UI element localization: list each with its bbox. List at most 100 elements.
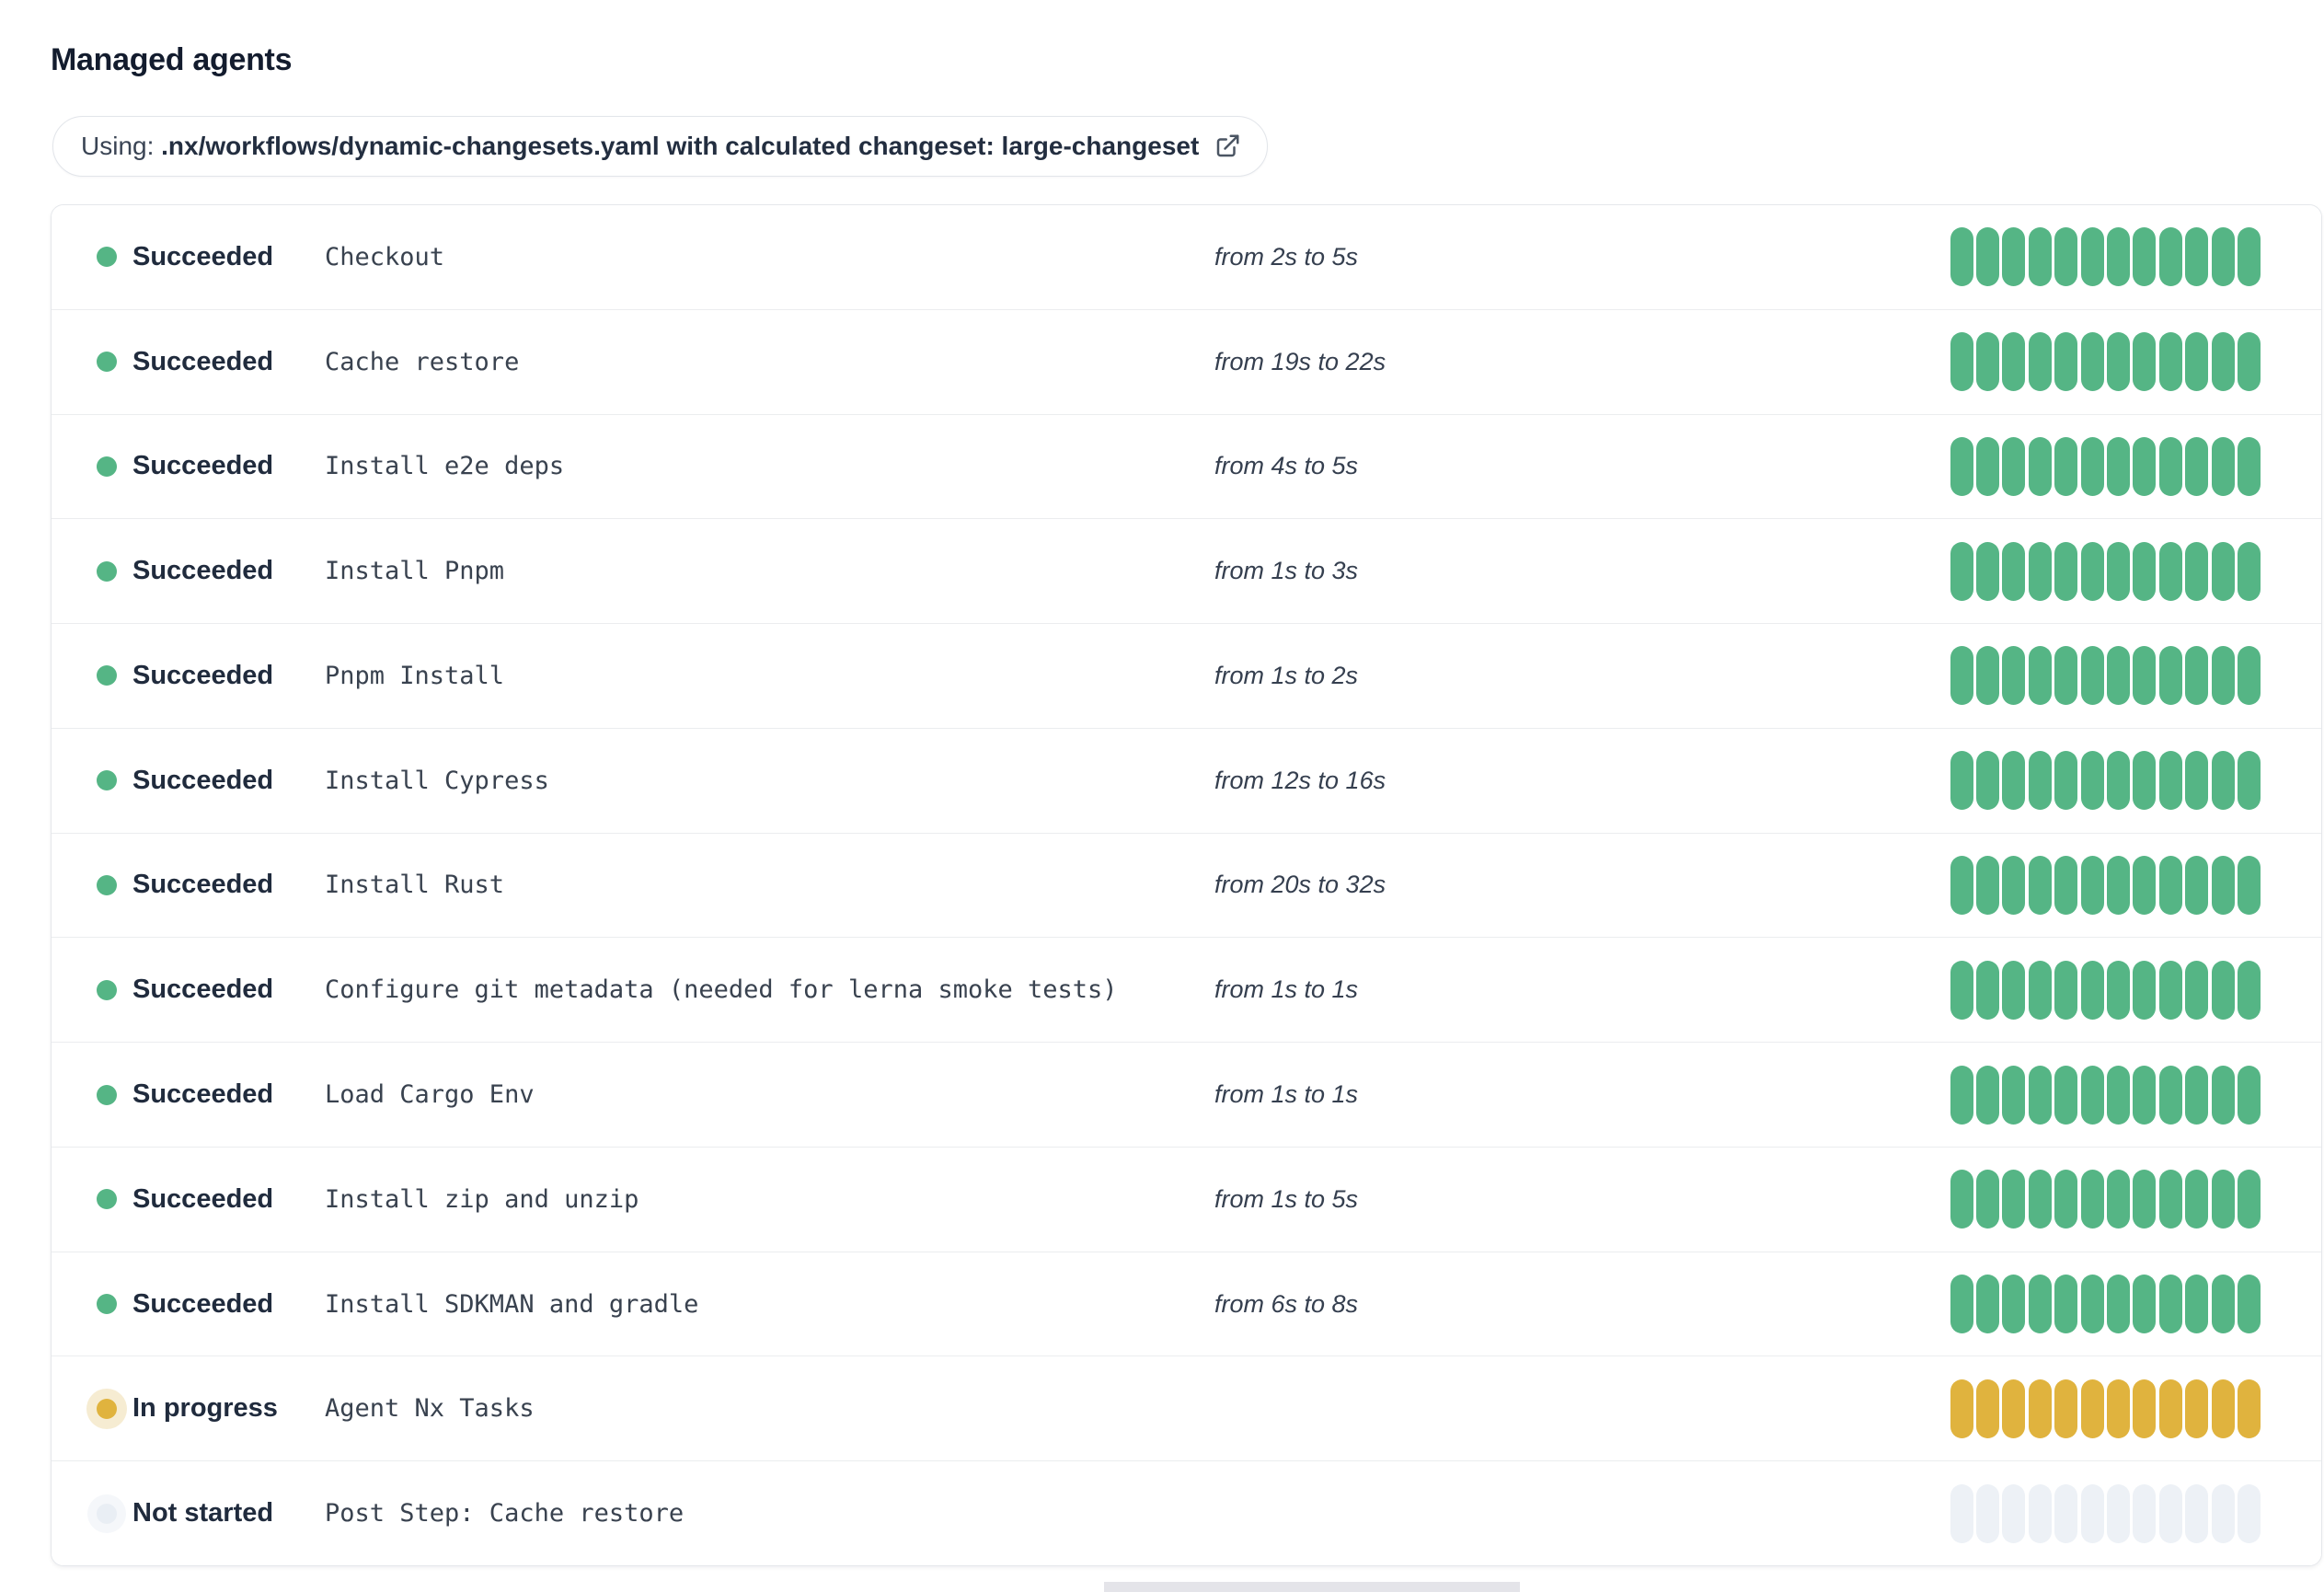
agent-row[interactable]: In progress Agent Nx Tasks <box>52 1356 2321 1461</box>
bar-segment <box>2133 332 2157 392</box>
step-name: Agent Nx Tasks <box>325 1394 535 1424</box>
bar-segment <box>2054 1065 2078 1125</box>
bar-segment <box>2238 1170 2261 1229</box>
status-label: Succeeded <box>132 660 274 690</box>
step-duration: from 1s to 3s <box>1214 557 1359 585</box>
bar-segment <box>2028 855 2052 915</box>
agent-row[interactable]: Succeeded Load Cargo Env from 1s to 1s <box>52 1042 2321 1147</box>
bar-segment <box>2211 227 2235 287</box>
status-dot-icon <box>97 456 117 477</box>
progress-bar <box>1950 541 2261 601</box>
agent-row[interactable]: Succeeded Configure git metadata (needed… <box>52 937 2321 1043</box>
bar-segment <box>2133 541 2157 601</box>
agent-row[interactable]: Succeeded Install Rust from 20s to 32s <box>52 832 2321 938</box>
bar-segment <box>1950 332 1973 392</box>
status-label: Succeeded <box>132 241 274 271</box>
progress-bar <box>1950 332 2261 392</box>
bar-segment <box>2238 960 2261 1020</box>
bar-segment <box>2028 1379 2052 1438</box>
bar-segment <box>1950 1379 1973 1438</box>
bar-segment <box>2238 1379 2261 1438</box>
bar-segment <box>1950 541 1973 601</box>
bar-segment <box>2185 960 2209 1020</box>
agent-row[interactable]: Succeeded Cache restore from 19s to 22s <box>52 308 2321 414</box>
bar-segment <box>2028 751 2052 811</box>
bar-segment <box>2080 1483 2104 1543</box>
status-label: Succeeded <box>132 556 274 586</box>
bar-segment <box>2107 1065 2131 1125</box>
workflow-source-highlight: .nx/workflows/dynamic-changesets.yaml wi… <box>161 132 1200 160</box>
status-cell: Succeeded <box>97 1079 325 1110</box>
progress-bar <box>1950 1275 2261 1334</box>
bar-segment <box>2002 541 2026 601</box>
bar-segment <box>2028 1170 2052 1229</box>
bar-segment <box>2028 332 2052 392</box>
status-dot-icon <box>97 979 117 1000</box>
bar-segment <box>2080 1065 2104 1125</box>
bar-segment <box>2158 1065 2182 1125</box>
bar-segment <box>2002 1483 2026 1543</box>
status-label: Succeeded <box>132 975 274 1005</box>
step-duration: from 2s to 5s <box>1214 242 1359 271</box>
step-name: Install Cypress <box>325 766 549 795</box>
step-duration: from 19s to 22s <box>1214 347 1386 375</box>
bar-segment <box>1976 751 2000 811</box>
bar-segment <box>2107 436 2131 496</box>
bar-segment <box>2211 1483 2235 1543</box>
status-label: In progress <box>132 1393 278 1424</box>
status-cell: Succeeded <box>97 347 325 377</box>
bar-segment <box>2080 332 2104 392</box>
bar-segment <box>2185 1483 2209 1543</box>
agent-row[interactable]: Succeeded Install SDKMAN and gradle from… <box>52 1251 2321 1356</box>
agent-row[interactable]: Succeeded Install Pnpm from 1s to 3s <box>52 518 2321 624</box>
bar-segment <box>1950 436 1973 496</box>
bar-segment <box>2158 332 2182 392</box>
bar-segment <box>2185 436 2209 496</box>
progress-bar <box>1950 1483 2261 1543</box>
agent-row[interactable]: Not started Post Step: Cache restore <box>52 1460 2321 1565</box>
bar-segment <box>2080 227 2104 287</box>
agent-row[interactable]: Succeeded Install e2e deps from 4s to 5s <box>52 413 2321 519</box>
agent-row[interactable]: Succeeded Install Cypress from 12s to 16… <box>52 727 2321 833</box>
bar-segment <box>2185 646 2209 706</box>
workflow-source-link[interactable]: Using: .nx/workflows/dynamic-changesets.… <box>52 116 1269 177</box>
bar-segment <box>1950 751 1973 811</box>
status-dot-icon <box>97 665 117 686</box>
status-cell: Succeeded <box>97 870 325 900</box>
agent-row[interactable]: Succeeded Install zip and unzip from 1s … <box>52 1146 2321 1252</box>
bar-segment <box>2133 1275 2157 1334</box>
bar-segment <box>2211 855 2235 915</box>
bar-segment <box>2054 541 2078 601</box>
bar-segment <box>2133 855 2157 915</box>
bar-segment <box>1976 960 2000 1020</box>
bar-segment <box>2028 1275 2052 1334</box>
bar-segment <box>2158 751 2182 811</box>
agent-row[interactable]: Succeeded Checkout from 2s to 5s <box>52 205 2321 309</box>
bar-segment <box>2211 960 2235 1020</box>
step-duration: from 20s to 32s <box>1214 871 1386 899</box>
status-label: Succeeded <box>132 1079 274 1109</box>
bar-segment <box>2054 1379 2078 1438</box>
bar-segment <box>2158 1170 2182 1229</box>
bar-segment <box>2080 1379 2104 1438</box>
external-link-icon[interactable] <box>1214 133 1241 160</box>
step-name: Install SDKMAN and gradle <box>325 1289 699 1319</box>
bar-segment <box>2080 1170 2104 1229</box>
bar-segment <box>2002 855 2026 915</box>
bar-segment <box>2080 541 2104 601</box>
progress-bar <box>1950 646 2261 706</box>
status-cell: Succeeded <box>97 766 325 796</box>
agent-row[interactable]: Succeeded Pnpm Install from 1s to 2s <box>52 623 2321 728</box>
status-dot-icon <box>97 1084 117 1105</box>
status-label: Succeeded <box>132 765 274 795</box>
bar-segment <box>2133 1065 2157 1125</box>
status-cell: Succeeded <box>97 451 325 481</box>
status-label: Succeeded <box>132 870 274 900</box>
status-cell: Succeeded <box>97 975 325 1005</box>
bar-segment <box>2054 436 2078 496</box>
bar-segment <box>2185 1275 2209 1334</box>
bar-segment <box>1976 436 2000 496</box>
bar-segment <box>2211 751 2235 811</box>
progress-bar <box>1950 855 2261 915</box>
